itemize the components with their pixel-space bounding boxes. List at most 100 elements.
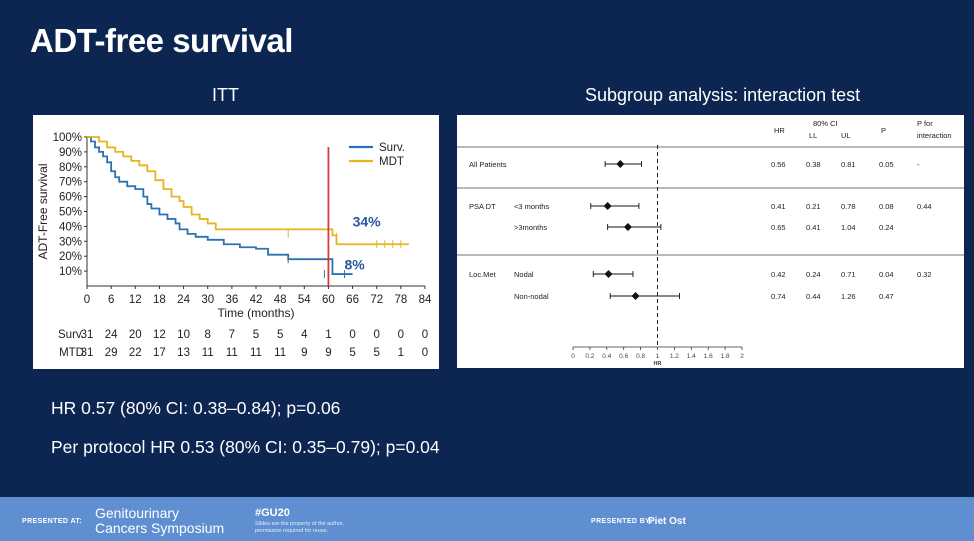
at-risk-row-label: Surv. xyxy=(58,329,84,341)
forest-p-value: 0.47 xyxy=(879,292,894,301)
forest-p-value: 0.08 xyxy=(879,202,894,211)
forest-header-pint-1: P for xyxy=(917,119,933,128)
subgroup-heading: Subgroup analysis: interaction test xyxy=(585,85,861,105)
forest-header-ci: 80% CI xyxy=(813,119,838,128)
km-x-tick-label: 0 xyxy=(84,294,90,306)
at-risk-cell: 0 xyxy=(422,347,428,359)
forest-pint-value: 0.32 xyxy=(917,270,932,279)
at-risk-cell: 5 xyxy=(277,329,283,341)
at-risk-cell: 31 xyxy=(81,347,94,359)
forest-point-estimate xyxy=(616,160,625,168)
forest-x-tick-label: 1.6 xyxy=(704,353,713,360)
at-risk-row-label: MTD xyxy=(59,347,84,359)
at-risk-cell: 5 xyxy=(253,329,259,341)
km-y-tick-label: 60% xyxy=(59,192,82,204)
itt-heading: ITT xyxy=(212,85,239,105)
at-risk-cell: 0 xyxy=(349,329,355,341)
km-annotation: 8% xyxy=(345,257,366,273)
presenter-name: Piet Ost xyxy=(648,516,686,527)
forest-x-tick-label: 1 xyxy=(656,353,660,360)
forest-x-tick-label: 1.2 xyxy=(670,353,679,360)
km-x-tick-label: 18 xyxy=(153,294,166,306)
at-risk-cell: 13 xyxy=(177,347,190,359)
forest-subgroup-label: <3 months xyxy=(514,202,549,211)
forest-p-value: 0.05 xyxy=(879,160,894,169)
forest-header-hr: HR xyxy=(774,126,785,135)
at-risk-cell: 12 xyxy=(153,329,166,341)
at-risk-cell: 5 xyxy=(349,347,355,359)
at-risk-cell: 11 xyxy=(226,347,238,359)
km-y-tick-label: 10% xyxy=(59,266,82,278)
at-risk-cell: 0 xyxy=(398,329,404,341)
symposium-line2: Cancers Symposium xyxy=(95,520,225,536)
at-risk-cell: 24 xyxy=(105,329,118,341)
forest-hr-value: 0.56 xyxy=(771,160,786,169)
forest-x-tick-label: 0 xyxy=(571,353,575,360)
km-x-tick-label: 84 xyxy=(419,294,432,306)
forest-ul-value: 0.81 xyxy=(841,160,856,169)
forest-ll-value: 0.44 xyxy=(806,292,821,301)
forest-pint-value: 0.44 xyxy=(917,202,932,211)
km-y-tick-label: 50% xyxy=(59,207,82,219)
km-series-line-0 xyxy=(87,136,353,275)
forest-x-tick-label: 0.4 xyxy=(602,353,611,360)
forest-group-label: All Patients xyxy=(469,160,507,169)
forest-hr-value: 0.65 xyxy=(771,223,786,232)
km-x-tick-label: 48 xyxy=(274,294,287,306)
forest-hr-value: 0.74 xyxy=(771,292,786,301)
at-risk-cell: 9 xyxy=(301,347,307,359)
km-x-tick-label: 42 xyxy=(250,294,263,306)
km-x-tick-label: 36 xyxy=(225,294,238,306)
km-x-axis-title: Time (months) xyxy=(218,306,295,320)
at-risk-cell: 4 xyxy=(301,329,308,341)
forest-ll-value: 0.41 xyxy=(806,223,821,232)
forest-hr-value: 0.42 xyxy=(771,270,786,279)
forest-group-label: Loc.Met xyxy=(469,270,497,279)
km-legend-label: Surv. xyxy=(379,142,405,154)
forest-subgroup-label: >3months xyxy=(514,223,547,232)
km-y-tick-label: 80% xyxy=(59,162,82,174)
presented-at-label: PRESENTED AT: xyxy=(22,518,83,525)
forest-point-estimate xyxy=(603,202,612,210)
forest-panel: HR 80% CI LL UL P P for interaction All Patient… xyxy=(457,115,964,368)
km-y-tick-label: 100% xyxy=(53,132,82,144)
km-legend-label: MDT xyxy=(379,156,404,168)
at-risk-cell: 11 xyxy=(250,347,262,359)
km-y-tick-label: 90% xyxy=(59,147,82,159)
footer-bar: PRESENTED AT: Genitourinary Cancers Symp… xyxy=(0,497,974,541)
km-x-tick-label: 12 xyxy=(129,294,142,306)
km-y-tick-label: 30% xyxy=(59,236,82,248)
forest-point-estimate xyxy=(604,270,613,278)
forest-point-estimate xyxy=(623,223,632,231)
forest-ll-value: 0.38 xyxy=(806,160,821,169)
km-chart: 100%90%80%70%60%50%40%30%20%10%0 6 12 18 24 3… xyxy=(36,132,432,359)
forest-ul-value: 1.04 xyxy=(841,223,856,232)
forest-header-p: P xyxy=(881,126,886,135)
at-risk-cell: 10 xyxy=(177,329,190,341)
at-risk-cell: 31 xyxy=(81,329,94,341)
at-risk-cell: 20 xyxy=(129,329,142,341)
km-y-axis-title: ADT-Free survival xyxy=(36,163,50,259)
hashtag-note: Slides are the property of the author, p… xyxy=(255,521,344,534)
forest-header-ll: LL xyxy=(809,131,817,140)
forest-hr-value: 0.41 xyxy=(771,202,786,211)
symposium-line1: Genitourinary xyxy=(95,505,180,521)
forest-ul-value: 0.78 xyxy=(841,202,856,211)
km-x-tick-label: 66 xyxy=(346,294,359,306)
forest-ll-value: 0.24 xyxy=(806,270,821,279)
at-risk-cell: 7 xyxy=(229,329,235,341)
forest-ll-value: 0.21 xyxy=(806,202,821,211)
slide-title: ADT-free survival xyxy=(30,22,293,59)
forest-p-value: 0.24 xyxy=(879,223,894,232)
forest-x-tick-label: 1.8 xyxy=(721,353,730,360)
km-series-line-1 xyxy=(87,136,409,246)
forest-plot: HR 80% CI LL UL P P for interaction All Patient… xyxy=(457,119,964,367)
at-risk-cell: 8 xyxy=(205,329,211,341)
at-risk-cell: 17 xyxy=(153,347,166,359)
forest-x-tick-label: 1.4 xyxy=(687,353,696,360)
km-x-tick-label: 72 xyxy=(370,294,383,306)
forest-x-axis-title: HR xyxy=(654,361,662,367)
at-risk-cell: 11 xyxy=(202,347,214,359)
forest-x-tick-label: 0.8 xyxy=(636,353,645,360)
forest-subgroup-label: Non-nodal xyxy=(514,292,549,301)
